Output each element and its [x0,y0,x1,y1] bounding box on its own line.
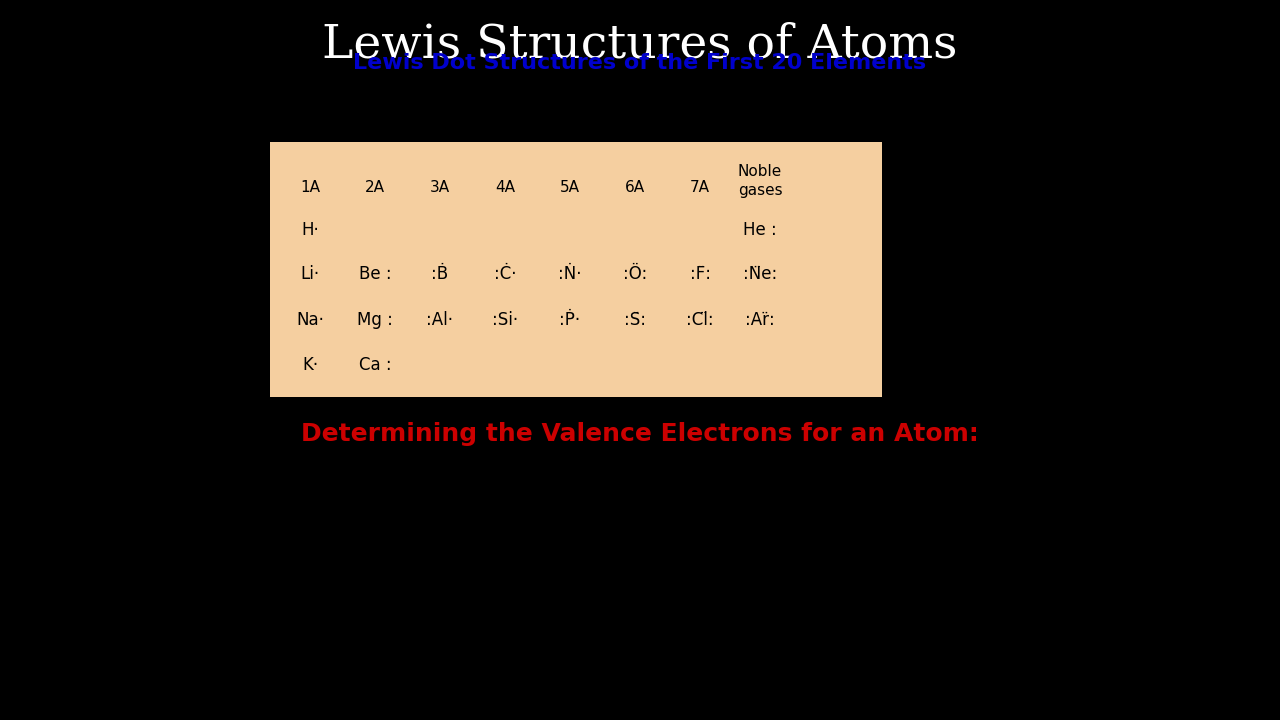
FancyBboxPatch shape [270,142,882,397]
Text: :F̈:: :F̈: [690,265,710,283]
Text: He :: He : [744,221,777,239]
Text: :Ar̈:: :Ar̈: [745,311,774,329]
Text: :S̈:: :S̈: [625,311,646,329]
Text: Be :: Be : [358,265,392,283]
Text: Example: Chlorine: Example: Chlorine [520,565,760,589]
Text: Li·: Li· [301,265,320,283]
Text: Lewis Dot Structures of the First 20 Elements: Lewis Dot Structures of the First 20 Ele… [353,53,927,73]
Text: H·: H· [301,221,319,239]
Text: :Ċ·: :Ċ· [494,265,516,283]
Text: :Ṗ·: :Ṗ· [559,311,581,329]
Text: Noble: Noble [737,164,782,179]
Text: :Ḃ: :Ḃ [431,265,448,283]
Text: For main group elements, the group number: For main group elements, the group numbe… [343,470,937,494]
Text: :Ö:: :Ö: [623,265,648,283]
Text: :Al·: :Al· [426,311,453,329]
Text: 3A: 3A [430,179,451,194]
Text: :Si·: :Si· [492,311,518,329]
Text: © 2015 John Wiley & Sons, Inc. All rights reserved.: © 2015 John Wiley & Sons, Inc. All right… [270,405,500,415]
Text: :Ṅ·: :Ṅ· [558,265,581,283]
Text: Ca :: Ca : [358,356,392,374]
Text: (7 valence electrons because in Group 7A): (7 valence electrons because in Group 7A… [357,610,923,634]
Text: :Cl̈:: :Cl̈: [686,311,714,329]
Text: :N̈e:: :N̈e: [742,265,777,283]
Text: K·: K· [302,356,317,374]
Text: 6A: 6A [625,179,645,194]
Text: Lewis Structures of Atoms: Lewis Structures of Atoms [323,22,957,68]
Text: 7A: 7A [690,179,710,194]
Text: 1A: 1A [300,179,320,194]
Text: Na·: Na· [296,311,324,329]
Text: Determining the Valence Electrons for an Atom:: Determining the Valence Electrons for an… [301,422,979,446]
Text: Mg :: Mg : [357,311,393,329]
Text: 5A: 5A [561,179,580,194]
Text: gases: gases [737,183,782,198]
Text: 2A: 2A [365,179,385,194]
Text: gives the number of valence electrons.: gives the number of valence electrons. [379,510,901,534]
Text: 4A: 4A [495,179,515,194]
